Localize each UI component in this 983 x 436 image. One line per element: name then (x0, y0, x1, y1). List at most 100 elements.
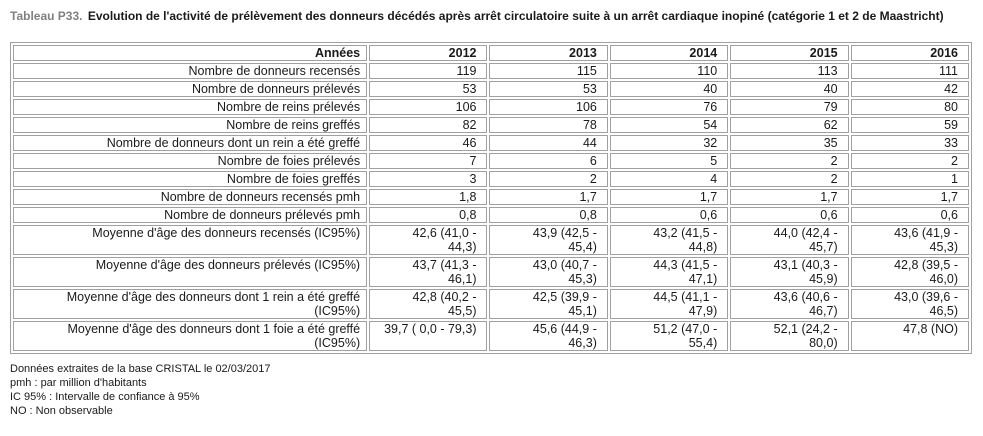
cell-value: 43,9 (42,5 - 45,4) (489, 225, 608, 255)
cell-value: 2 (730, 153, 849, 169)
cell-value: 43,0 (39,6 - 46,5) (850, 289, 969, 319)
cell-value: 2 (489, 171, 608, 187)
header-label: Années (13, 45, 368, 61)
cell-value: 42 (850, 81, 969, 97)
cell-value: 78 (489, 117, 608, 133)
row-label: Nombre de donneurs recensés pmh (13, 189, 368, 205)
footnote-ic95: IC 95% : Intervalle de confiance à 95% (10, 391, 200, 403)
cell-value: 106 (369, 99, 488, 115)
table-row: Moyenne d'âge des donneurs prélevés (IC9… (13, 257, 969, 287)
cell-value: 1,7 (850, 189, 969, 205)
row-label: Nombre de foies prélevés (13, 153, 368, 169)
cell-value: 44,5 (41,1 - 47,9) (609, 289, 729, 319)
data-table: Années 2012 2013 2014 2015 2016 Nombre d… (10, 42, 972, 354)
cell-value: 7 (369, 153, 488, 169)
header-year: 2015 (730, 45, 849, 61)
cell-value: 42,8 (40,2 - 45,5) (369, 289, 488, 319)
cell-value: 2 (850, 153, 969, 169)
cell-value: 119 (369, 63, 488, 79)
table-row: Nombre de donneurs recensés 119 115 110 … (13, 63, 969, 79)
cell-value: 3 (369, 171, 488, 187)
cell-value: 53 (489, 81, 608, 97)
cell-value: 4 (609, 171, 729, 187)
table-row: Moyenne d'âge des donneurs recensés (IC9… (13, 225, 969, 255)
cell-value: 0,8 (489, 207, 608, 223)
row-label: Moyenne d'âge des donneurs prélevés (IC9… (13, 257, 368, 287)
cell-value: 53 (369, 81, 488, 97)
row-label: Moyenne d'âge des donneurs dont 1 rein a… (13, 289, 368, 319)
cell-value: 44 (489, 135, 608, 151)
table-title-number: Tableau P33. (10, 9, 83, 23)
cell-value: 43,2 (41,5 - 44,8) (609, 225, 729, 255)
cell-value: 40 (609, 81, 729, 97)
row-label: Nombre de donneurs dont un rein a été gr… (13, 135, 368, 151)
cell-value: 1,7 (489, 189, 608, 205)
cell-value: 2 (730, 171, 849, 187)
table-row: Nombre de donneurs dont un rein a été gr… (13, 135, 969, 151)
cell-value: 110 (609, 63, 729, 79)
table-row: Nombre de reins greffés 82 78 54 62 59 (13, 117, 969, 133)
cell-value: 0,8 (369, 207, 488, 223)
cell-value: 52,1 (24,2 - 80,0) (730, 321, 849, 351)
table-title: Tableau P33. Evolution de l'activité de … (10, 8, 960, 24)
cell-value: 111 (850, 63, 969, 79)
row-label: Nombre de donneurs recensés (13, 63, 368, 79)
table-row: Nombre de donneurs prélevés pmh 0,8 0,8 … (13, 207, 969, 223)
row-label: Nombre de foies greffés (13, 171, 368, 187)
cell-value: 44,3 (41,5 - 47,1) (609, 257, 729, 287)
table-title-text: Evolution de l'activité de prélèvement d… (87, 9, 944, 23)
cell-value: 44,0 (42,4 - 45,7) (730, 225, 849, 255)
row-label: Nombre de reins prélevés (13, 99, 368, 115)
cell-value: 42,6 (41,0 - 44,3) (369, 225, 488, 255)
table-row: Moyenne d'âge des donneurs dont 1 rein a… (13, 289, 969, 319)
table-row: Nombre de reins prélevés 106 106 76 79 8… (13, 99, 969, 115)
header-year: 2014 (609, 45, 729, 61)
cell-value: 32 (609, 135, 729, 151)
cell-value: 76 (609, 99, 729, 115)
row-label: Moyenne d'âge des donneurs dont 1 foie a… (13, 321, 368, 351)
cell-value: 59 (850, 117, 969, 133)
row-label: Nombre de reins greffés (13, 117, 368, 133)
cell-value: 40 (730, 81, 849, 97)
table-row: Nombre de donneurs prélevés 53 53 40 40 … (13, 81, 969, 97)
cell-value: 0,6 (730, 207, 849, 223)
header-year: 2016 (850, 45, 969, 61)
cell-value: 106 (489, 99, 608, 115)
header-year: 2013 (489, 45, 608, 61)
row-label: Moyenne d'âge des donneurs recensés (IC9… (13, 225, 368, 255)
cell-value: 0,6 (609, 207, 729, 223)
cell-value: 1,7 (609, 189, 729, 205)
cell-value: 35 (730, 135, 849, 151)
cell-value: 39,7 ( 0,0 - 79,3) (369, 321, 488, 351)
cell-value: 0,6 (850, 207, 969, 223)
table-row: Nombre de foies prélevés 7 6 5 2 2 (13, 153, 969, 169)
row-label: Nombre de donneurs prélevés pmh (13, 207, 368, 223)
cell-value: 80 (850, 99, 969, 115)
cell-value: 1,7 (730, 189, 849, 205)
cell-value: 42,5 (39,9 - 45,1) (489, 289, 608, 319)
cell-value: 33 (850, 135, 969, 151)
row-label: Nombre de donneurs prélevés (13, 81, 368, 97)
cell-value: 115 (489, 63, 608, 79)
cell-value: 1 (850, 171, 969, 187)
cell-value: 62 (730, 117, 849, 133)
table-header-row: Années 2012 2013 2014 2015 2016 (13, 45, 969, 61)
cell-value: 46 (369, 135, 488, 151)
cell-value: 51,2 (47,0 - 55,4) (609, 321, 729, 351)
cell-value: 54 (609, 117, 729, 133)
cell-value: 43,7 (41,3 - 46,1) (369, 257, 488, 287)
cell-value: 42,8 (39,5 - 46,0) (850, 257, 969, 287)
cell-value: 43,0 (40,7 - 45,3) (489, 257, 608, 287)
footnote-no: NO : Non observable (10, 405, 113, 417)
cell-value: 43,1 (40,3 - 45,9) (730, 257, 849, 287)
cell-value: 45,6 (44,9 - 46,3) (489, 321, 608, 351)
cell-value: 43,6 (40,6 - 46,7) (730, 289, 849, 319)
cell-value: 1,8 (369, 189, 488, 205)
table-row: Nombre de foies greffés 3 2 4 2 1 (13, 171, 969, 187)
footnote-source: Données extraites de la base CRISTAL le … (10, 363, 271, 375)
cell-value: 79 (730, 99, 849, 115)
cell-value: 5 (609, 153, 729, 169)
cell-value: 43,6 (41,9 - 45,3) (850, 225, 969, 255)
table-row: Moyenne d'âge des donneurs dont 1 foie a… (13, 321, 969, 351)
